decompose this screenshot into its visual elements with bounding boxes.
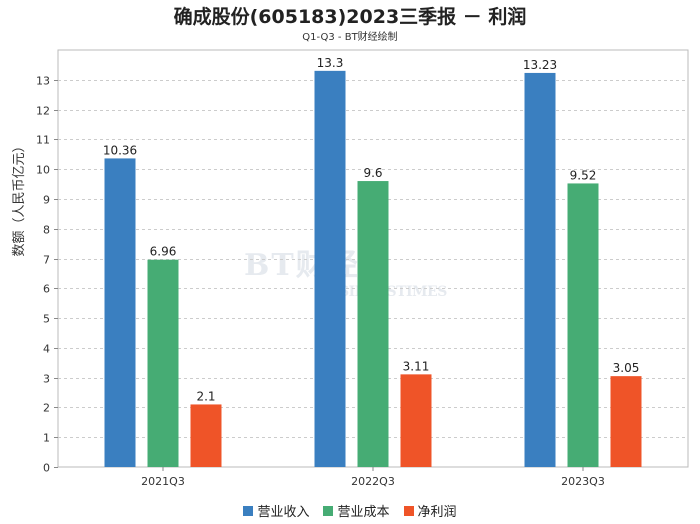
y-tick-label: 2 bbox=[43, 402, 50, 415]
x-tick-label: 2021Q3 bbox=[141, 475, 185, 488]
bar bbox=[567, 183, 599, 467]
data-label: 9.52 bbox=[570, 168, 597, 182]
data-label: 3.05 bbox=[613, 361, 640, 375]
y-tick-label: 3 bbox=[43, 373, 50, 386]
bar bbox=[104, 158, 136, 468]
bar bbox=[610, 376, 642, 467]
legend-label: 营业收入 bbox=[257, 505, 310, 520]
y-tick-label: 9 bbox=[43, 194, 50, 207]
data-label: 3.11 bbox=[403, 359, 430, 373]
data-label: 13.23 bbox=[523, 58, 557, 72]
data-label: 13.3 bbox=[317, 56, 344, 70]
bar bbox=[524, 72, 556, 467]
legend-swatch bbox=[403, 505, 414, 516]
y-tick-label: 4 bbox=[43, 343, 50, 356]
bar bbox=[314, 70, 346, 467]
chart-subtitle: Q1-Q3 - BT财经绘制 bbox=[302, 32, 398, 43]
bar bbox=[190, 404, 222, 467]
y-tick-label: 8 bbox=[43, 224, 50, 237]
legend-label: 净利润 bbox=[417, 505, 457, 520]
data-label: 9.6 bbox=[363, 166, 382, 180]
legend-item: 净利润 bbox=[403, 501, 457, 520]
bar bbox=[400, 374, 432, 467]
y-tick-label: 6 bbox=[43, 283, 50, 296]
x-tick-label: 2022Q3 bbox=[351, 475, 395, 488]
y-tick-label: 0 bbox=[43, 462, 50, 475]
data-label: 6.96 bbox=[150, 245, 177, 259]
y-tick-label: 10 bbox=[36, 164, 50, 177]
data-label: 10.36 bbox=[103, 143, 137, 157]
bar bbox=[147, 259, 179, 467]
legend-item: 营业收入 bbox=[243, 501, 309, 520]
legend-item: 营业成本 bbox=[323, 501, 390, 520]
x-tick-label: 2023Q3 bbox=[561, 475, 605, 488]
legend-label: 营业成本 bbox=[337, 505, 390, 520]
y-tick-label: 12 bbox=[36, 105, 50, 118]
y-tick-label: 11 bbox=[36, 134, 50, 147]
data-label: 2.1 bbox=[196, 389, 215, 403]
chart-legend: 营业收入 营业成本 净利润 bbox=[0, 501, 700, 520]
legend-swatch bbox=[323, 505, 334, 516]
y-tick-label: 13 bbox=[36, 75, 50, 88]
bar bbox=[357, 181, 389, 468]
legend-swatch bbox=[243, 505, 254, 516]
y-tick-label: 7 bbox=[43, 254, 50, 267]
y-tick-label: 5 bbox=[43, 313, 50, 326]
chart-title: 确成股份(605183)2023三季报 － 利润 bbox=[173, 6, 527, 28]
y-tick-label: 1 bbox=[43, 432, 50, 445]
